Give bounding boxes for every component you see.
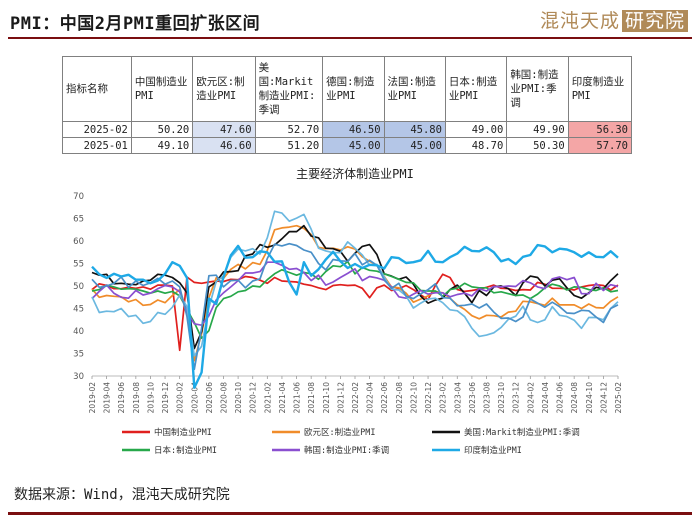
y-tick-label: 60: [73, 237, 84, 247]
pmi-line-chart: 主要经济体制造业PMI 30 35 40 45 50 55 60 65 70 2019-02 2019…: [73, 166, 623, 456]
row-label: 2025-01: [62, 137, 132, 154]
x-tick-label: 2023-04: [453, 382, 462, 414]
header-germany: 德国:制造业PMI: [322, 56, 385, 122]
x-tick-label: 2024-04: [541, 382, 550, 414]
x-tick-label: 2024-10: [585, 382, 594, 414]
x-tick-label: 2024-02: [526, 382, 535, 414]
legend-label: 韩国:制造业PMI:季调: [304, 445, 389, 456]
table-cell: 49.90: [506, 121, 569, 138]
brand-logo: 混沌天成 研究院: [540, 6, 688, 33]
brand-logo-box: 研究院: [621, 10, 688, 32]
x-tick-label: 2023-08: [483, 382, 492, 414]
table-cell: 48.70: [444, 137, 508, 154]
series-line: [91, 260, 619, 340]
table-cell: 56.30: [567, 121, 633, 138]
series-line: [91, 210, 619, 357]
y-tick-label: 30: [73, 372, 84, 382]
chart-title: 主要经济体制造业PMI: [296, 166, 414, 181]
series-line: [91, 242, 619, 371]
x-tick-label: 2019-06: [117, 382, 126, 414]
x-tick-label: 2022-08: [395, 382, 404, 414]
table-cell: 46.50: [322, 121, 385, 138]
y-tick-label: 50: [73, 282, 84, 292]
x-tick-label: 2020-04: [190, 382, 199, 414]
x-tick-label: 2019-02: [88, 382, 97, 414]
x-tick-label: 2022-06: [380, 382, 389, 414]
header-france: 法国:制造业PMI: [383, 56, 446, 122]
series-line: [91, 243, 619, 389]
x-tick-label: 2020-06: [205, 382, 214, 414]
x-tick-label: 2021-08: [307, 382, 316, 414]
x-tick-label: 2022-10: [409, 382, 418, 414]
page-title: PMI：中国2月PMI重回扩张区间: [10, 14, 261, 34]
pmi-table: 指标名称 中国制造业PMI 欧元区:制造业PMI 美国:Markit制造业PMI…: [62, 56, 633, 154]
x-tick-label: 2021-02: [263, 382, 272, 414]
legend-label: 中国制造业PMI: [154, 427, 212, 438]
y-tick-label: 65: [73, 215, 84, 225]
header-indicator: 指标名称: [62, 56, 132, 122]
x-tick-label: 2023-02: [439, 382, 448, 414]
x-tick-label: 2020-02: [176, 382, 185, 414]
x-tick-label: 2022-12: [424, 382, 433, 414]
x-tick-label: 2022-04: [366, 382, 375, 414]
x-tick-label: 2021-10: [322, 382, 331, 414]
x-tick-label: 2019-08: [132, 382, 141, 414]
x-tick-label: 2024-08: [570, 382, 579, 414]
x-tick-label: 2023-06: [468, 382, 477, 414]
brand-logo-text: 混沌天成: [539, 10, 620, 32]
table-cell: 57.70: [567, 137, 633, 154]
table-cell: 49.00: [444, 121, 508, 138]
y-tick-label: 45: [73, 305, 84, 315]
table-cell: 45.80: [383, 121, 446, 138]
x-tick-label: 2019-12: [161, 382, 170, 414]
y-tick-label: 35: [73, 350, 84, 360]
table-row: 2025-01 49.10 46.60 51.20 45.00 45.00 48.70 50.…: [62, 137, 633, 154]
header-china: 中国制造业PMI: [130, 56, 194, 122]
table-cell: 45.00: [383, 137, 446, 154]
table-cell: 47.60: [192, 121, 256, 138]
title-bar: PMI：中国2月PMI重回扩张区间 混沌天成 研究院: [0, 0, 700, 40]
table-row: 2025-02 50.20 47.60 52.70 46.50 45.80 49.00 49.…: [62, 121, 633, 138]
x-tick-label: 2023-10: [497, 382, 506, 414]
title-divider: [8, 37, 692, 39]
y-tick-label: 55: [73, 260, 84, 270]
x-tick-label: 2020-12: [249, 382, 258, 414]
x-tick-label: 2019-10: [146, 382, 155, 414]
header-india: 印度制造业PMI: [567, 56, 633, 122]
y-tick-label: 40: [73, 327, 84, 337]
table-cell: 50.20: [130, 121, 194, 138]
x-tick-label: 2024-12: [599, 382, 608, 414]
bottom-divider: [8, 512, 692, 515]
x-tick-label: 2023-12: [512, 382, 521, 414]
table-header-row: 指标名称 中国制造业PMI 欧元区:制造业PMI 美国:Markit制造业PMI…: [62, 56, 633, 122]
table-cell: 45.00: [322, 137, 385, 154]
table-cell: 52.70: [254, 121, 324, 138]
x-tick-label: 2019-04: [103, 382, 112, 414]
legend-label: 欧元区:制造业PMI: [304, 427, 375, 438]
x-tick-label: 2020-08: [220, 382, 229, 414]
table-cell: 51.20: [254, 137, 324, 154]
header-eurozone: 欧元区:制造业PMI: [192, 56, 256, 122]
x-tick-label: 2021-04: [278, 382, 287, 414]
row-label: 2025-02: [62, 121, 132, 138]
source-note: 数据来源：Wind，混沌天成研究院: [14, 487, 230, 503]
header-us: 美国:Markit制造业PMI:季调: [254, 56, 324, 122]
legend-label: 美国:Markit制造业PMI:季调: [464, 427, 580, 438]
table-cell: 50.30: [506, 137, 569, 154]
table-cell: 46.60: [192, 137, 256, 154]
x-tick-label: 2025-02: [614, 382, 623, 414]
x-tick-label: 2022-02: [351, 382, 360, 414]
legend-label: 印度制造业PMI: [464, 445, 522, 456]
x-tick-label: 2020-10: [234, 382, 243, 414]
series-line: [91, 261, 619, 327]
header-japan: 日本:制造业PMI: [444, 56, 508, 122]
x-tick-label: 2021-06: [293, 382, 302, 414]
header-korea: 韩国:制造业PMI:季调: [506, 56, 569, 122]
legend-label: 日本:制造业PMI: [154, 445, 217, 456]
x-tick-label: 2021-12: [336, 382, 345, 414]
series-line: [91, 273, 619, 352]
table-cell: 49.10: [130, 137, 194, 154]
y-tick-label: 70: [73, 192, 84, 202]
x-tick-label: 2024-06: [556, 382, 565, 414]
